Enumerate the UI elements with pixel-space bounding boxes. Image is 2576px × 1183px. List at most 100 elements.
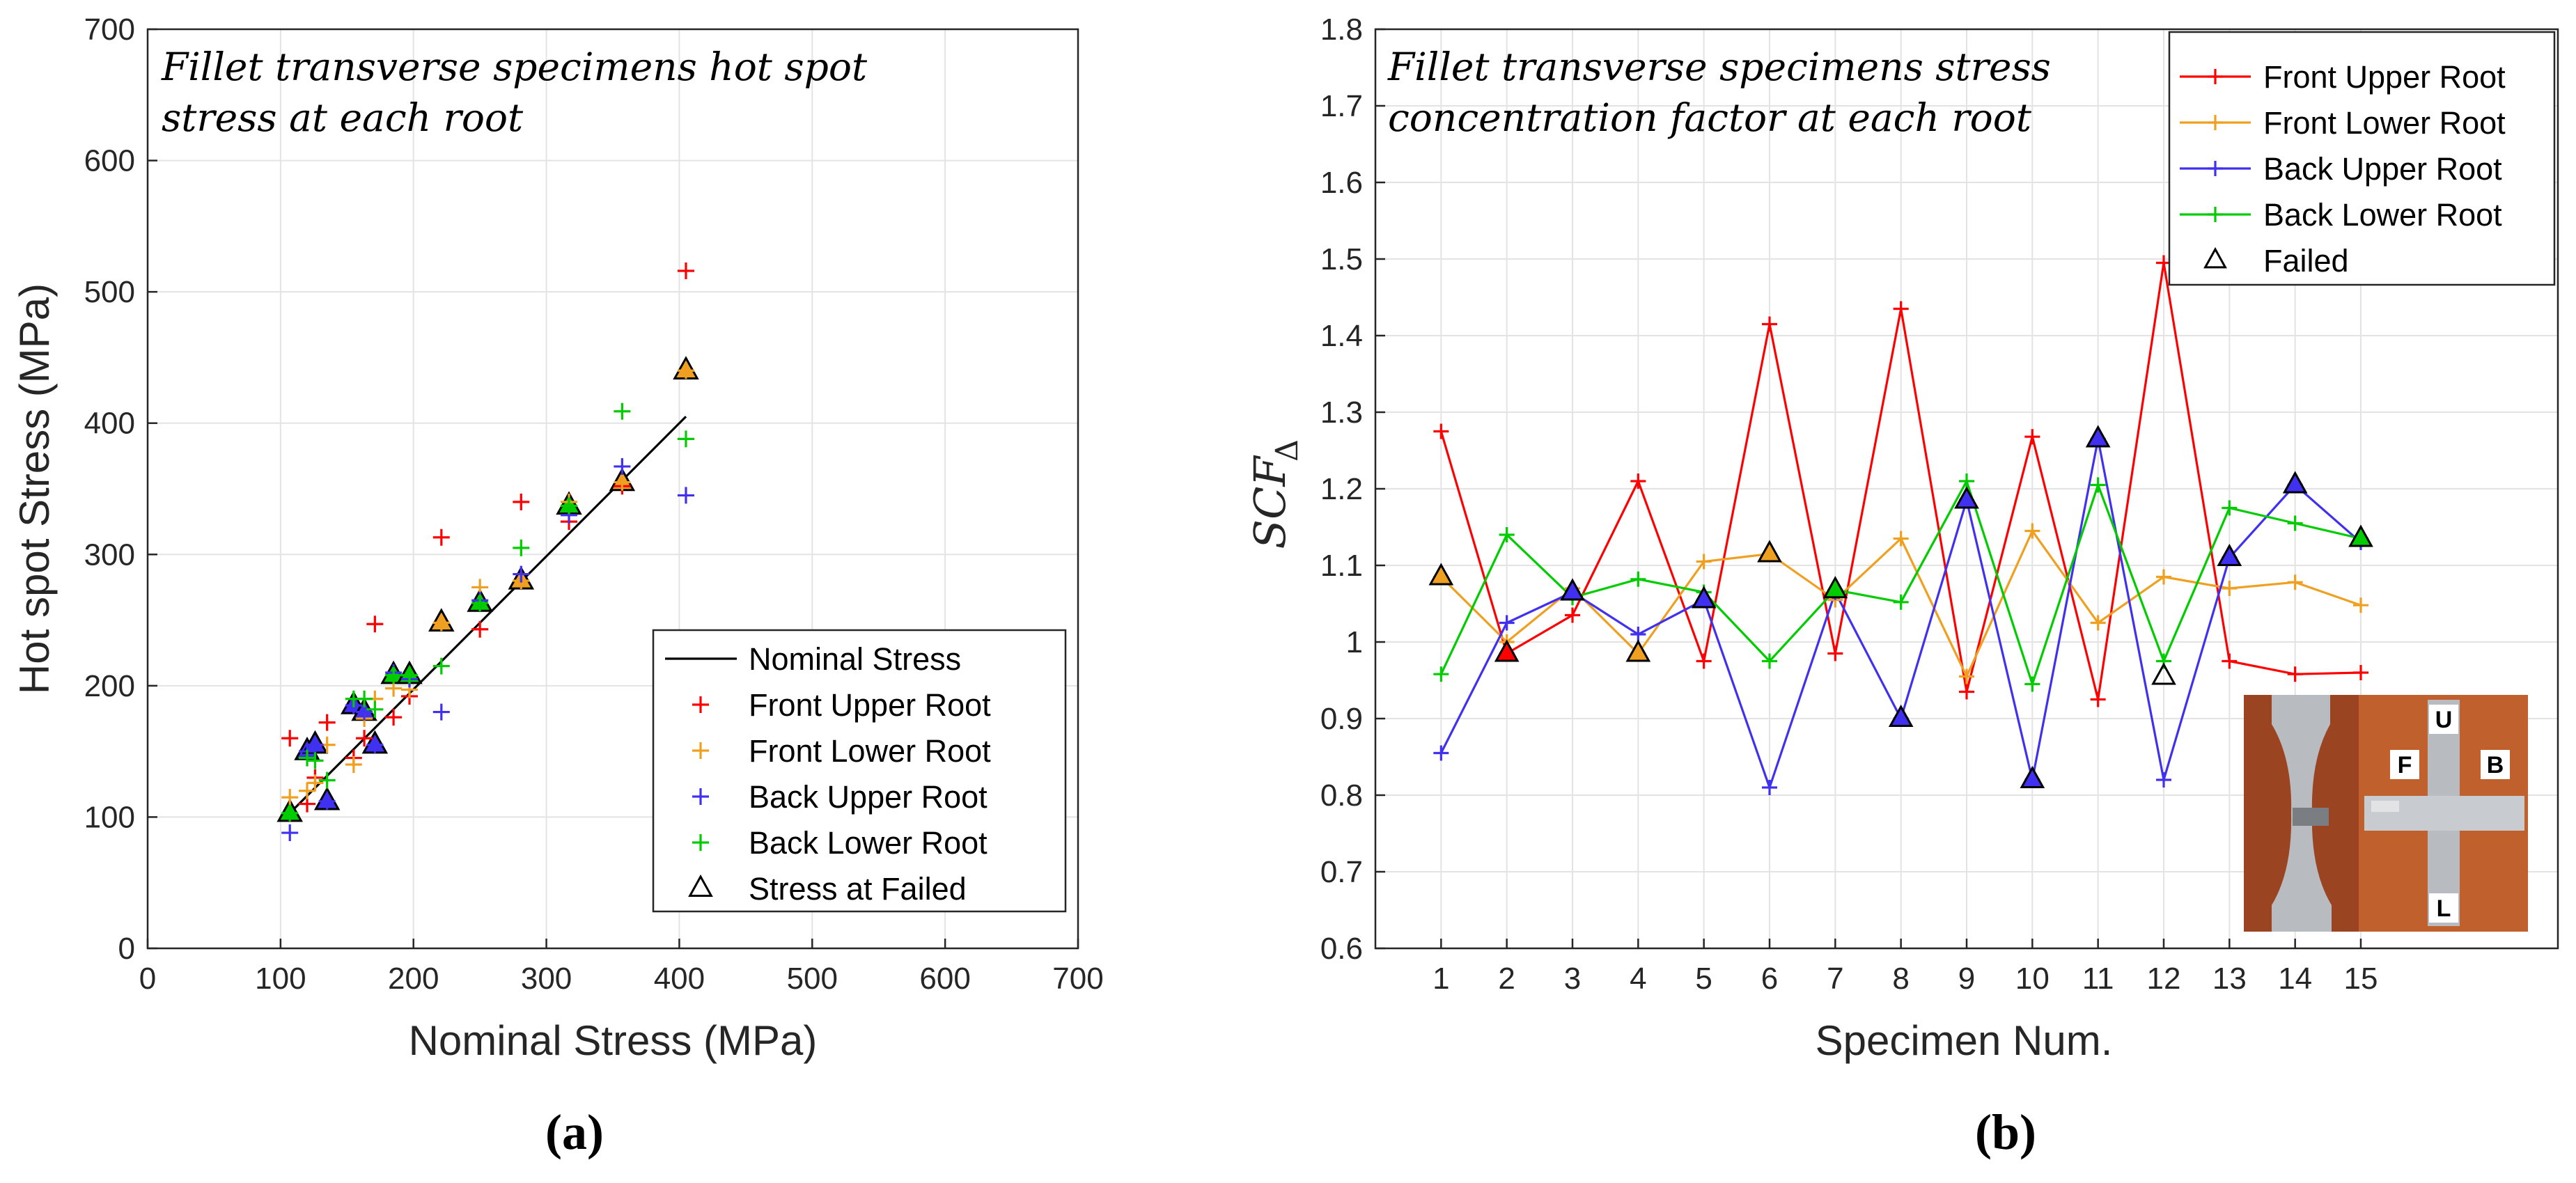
panel-b-failed-marker [2020,765,2045,789]
panel-b-point-front-upper-root [1565,607,1580,623]
photo-cross-label-chalk [2371,801,2399,812]
panel-b-legend-label: Front Upper Root [2263,59,2506,95]
panel-b-y-tick-label: 0.9 [1320,702,1363,736]
panel-a-y-tick-label: 500 [84,275,135,309]
panel-a-point-back-lower-root [513,539,530,556]
panel-a-legend-swatch [692,742,709,759]
panel-a-legend-label: Back Upper Root [749,779,988,815]
panel-b-y-axis-label: SCF Δ [1244,439,1305,549]
panel-a-y-tick-label: 0 [118,932,135,966]
panel-b-y-tick-label: 1.3 [1320,395,1363,430]
panel-a-point-front-upper-root [471,620,489,638]
panel-b-legend-swatch-marker [2208,115,2223,130]
panel-a-x-tick-label: 500 [787,962,838,996]
panel-b-legend-swatch-marker [2208,69,2223,84]
panel-b-y-tick-label: 0.6 [1320,932,1363,966]
panel-b-point-front-lower-root [2353,597,2368,613]
photo-label-l: L [2437,895,2451,922]
panel-b-legend-label: Front Lower Root [2263,105,2506,141]
panel-a-point-back-lower-root [400,666,418,684]
panel-b-point-back-lower-root [2222,500,2238,516]
panel-b-point-front-upper-root [1696,653,1712,669]
photo-label-b: B [2487,752,2504,778]
panel-b-x-tick-label: 3 [1564,962,1581,996]
panel-a-point-back-lower-root [561,497,578,515]
panel-a-point-back-upper-root [432,703,450,721]
photo-label-u: U [2435,707,2453,733]
panel-a-legend: Nominal Stress Front Upper Root Front Lowe… [652,629,1067,913]
panel-a-x-tick-label: 300 [521,962,572,996]
panel-a-legend-swatch [692,788,709,805]
panel-b-failed-marker [2151,662,2176,685]
panel-a-point-back-upper-root [677,487,694,504]
photo-label-f: F [2398,752,2412,778]
panel-b-failed-marker [1888,704,1914,728]
panel-a-point-back-upper-root [318,792,336,810]
panel-b-point-front-upper-root [1433,423,1449,439]
panel-a-point-back-lower-root [356,690,373,707]
panel-a-legend-label-nominal: Nominal Stress [749,641,961,677]
panel-b-legend-label: Back Lower Root [2263,197,2502,233]
panel-b-x-tick-label: 15 [2344,962,2378,996]
panel-b-point-front-upper-root [1762,316,1777,332]
panel-b-point-front-lower-root [2024,523,2040,539]
panel-b-failed-marker [2085,425,2111,448]
panel-a-point-back-lower-root [471,595,489,612]
panel-b-failed-marker [1691,586,1717,609]
panel-b-point-front-lower-root [2156,569,2171,585]
panel-a-point-back-lower-root [306,752,324,769]
panel-b-caption: (b) [1975,1104,2036,1160]
panel-a-point-front-upper-root [366,616,384,633]
panel-b-point-back-lower-root [2024,676,2040,692]
panel-b-y-axis-label-sub: Δ [1270,439,1305,462]
panel-a-point-front-upper-root [356,730,373,747]
panel-b-legend: Front Upper Root Front Lower Root Back Upp… [2168,31,2556,286]
panel-b-point-back-upper-root [2156,772,2171,788]
panel-b-y-tick-label: 0.7 [1320,855,1363,889]
panel-a-y-tick-label: 700 [84,13,135,47]
photo-label-box-f [2390,750,2419,779]
photo-label-box-u [2429,705,2458,734]
panel-a-axes-box [146,28,1079,950]
panel-b-x-tick-label: 12 [2147,962,2181,996]
panel-b-y-tick-label: 1.6 [1320,166,1363,200]
panel-b-failed-marker [1822,576,1848,599]
panel-a-point-back-upper-root [366,736,384,753]
panel-b-point-back-lower-root [2287,515,2303,531]
panel-a-y-tick-label: 200 [84,669,135,703]
panel-b-x-tick-label: 8 [1892,962,1909,996]
panel-b-marks [1428,255,2373,795]
panel-b-point-back-upper-root [1433,745,1449,761]
photo-label-box-b [2481,750,2510,779]
panel-b-y-tick-label: 1.4 [1320,319,1363,353]
panel-b-point-back-lower-root [1630,571,1646,587]
panel-b-point-front-upper-root [2353,665,2368,680]
panel-a-point-back-lower-root [614,402,631,420]
panel-a-point-front-lower-root [432,614,450,632]
panel-a-point-back-lower-root [281,804,299,822]
panel-b-point-back-lower-root [1762,653,1777,669]
panel-b-failed-marker [1428,563,1454,586]
panel-a-point-front-upper-root [432,528,450,546]
panel-a-x-tick-label: 100 [255,962,306,996]
panel-b-y-tick-label: 1.8 [1320,13,1363,47]
panel-b-x-tick-label: 6 [1761,962,1778,996]
panel-b-x-tick-label: 1 [1433,962,1449,996]
panel-b-point-back-lower-root [1893,594,1909,610]
panel-b-legend-swatch-marker [2208,161,2223,176]
panel-b-failed-marker [2217,543,2242,567]
panel-a-x-tick-label: 600 [919,962,970,996]
panel-b-x-tick-label: 2 [1498,962,1515,996]
panel-a-y-tick-label: 300 [84,538,135,572]
panel-a-point-back-lower-root [432,657,450,675]
panel-b-failed-marker [1757,540,1782,563]
photo-dogbone-weld [2293,808,2329,826]
panel-a-point-back-lower-root [385,666,403,684]
panel-a-point-front-lower-root [281,789,299,806]
panel-b-point-back-upper-root [1762,780,1777,795]
panel-a-point-front-lower-root [345,756,362,773]
panel-b-point-back-lower-root [2090,477,2106,493]
panel-a-point-back-lower-root [677,430,694,448]
panel-b-point-front-lower-root [2287,574,2303,590]
panel-a-legend-label-failed: Stress at Failed [749,871,967,907]
